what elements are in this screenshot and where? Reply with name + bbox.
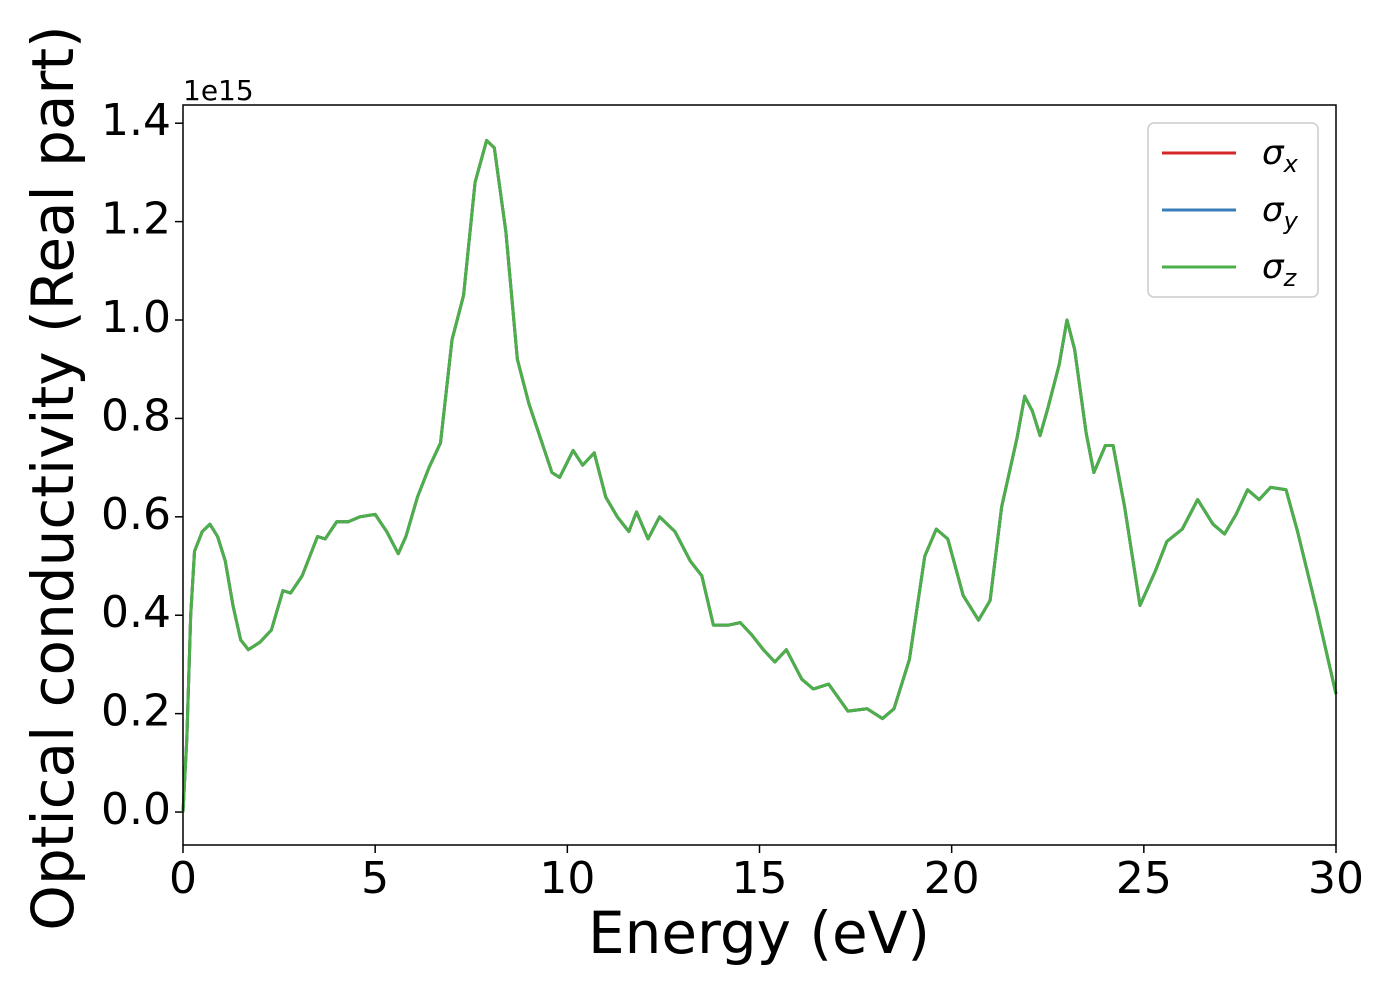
- y-tick-label: 0.2: [101, 686, 171, 737]
- x-tick-label: 15: [732, 853, 788, 904]
- y-tick-label: 0.4: [101, 587, 171, 638]
- series-line: [181, 138, 1338, 813]
- legend-label: σx: [1262, 133, 1299, 178]
- y-offset-label: 1e15: [183, 74, 254, 107]
- y-tick-label: 0.8: [101, 390, 171, 441]
- y-tick-label: 1.4: [101, 95, 171, 146]
- x-tick-label: 10: [539, 853, 595, 904]
- legend-label: σy: [1262, 190, 1299, 235]
- y-tick-label: 0.6: [101, 489, 171, 540]
- y-tick-label: 1.2: [101, 194, 171, 245]
- x-tick-label: 20: [924, 853, 980, 904]
- x-tick-label: 25: [1116, 853, 1172, 904]
- y-tick-label: 1.0: [101, 292, 171, 343]
- x-axis-label: Energy (eV): [588, 899, 930, 967]
- x-tick-label: 5: [361, 853, 389, 904]
- y-tick-label: 0.0: [101, 784, 171, 835]
- x-tick-label: 0: [169, 853, 197, 904]
- legend-label: σz: [1262, 247, 1298, 292]
- plot-frame: [182, 104, 1337, 846]
- y-axis-label: Optical conductivity (Real part): [19, 25, 87, 930]
- x-tick-label: 30: [1308, 853, 1364, 904]
